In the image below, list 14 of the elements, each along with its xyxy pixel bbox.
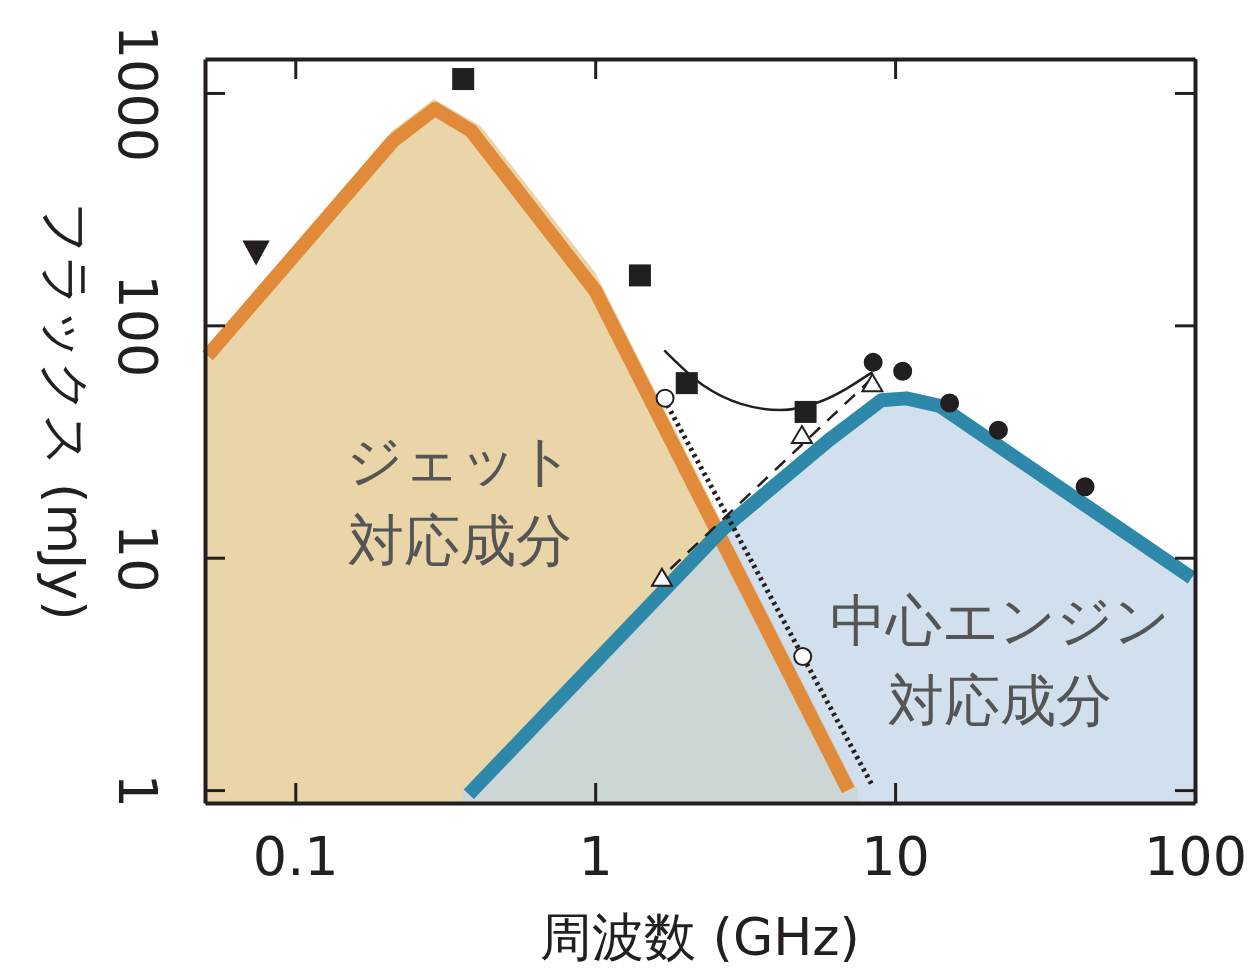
- x-tick-label: 10: [861, 825, 930, 889]
- annotation: 対応成分: [888, 667, 1112, 733]
- x-tick-label: 1: [578, 825, 613, 889]
- annotation: 中心エンジン: [830, 587, 1170, 653]
- y-axis-title: フラックス (mJy): [36, 201, 96, 621]
- x-axis-title: 周波数 (GHz): [540, 907, 860, 967]
- y-tick-label: 100: [105, 274, 169, 378]
- y-tick-label: 1000: [105, 24, 169, 163]
- x-tick-label: 100: [1143, 825, 1248, 889]
- annotation: 対応成分: [348, 507, 572, 573]
- y-tick-label: 1: [105, 773, 169, 808]
- y-tick-label: 10: [105, 523, 169, 593]
- annotation: ジェット: [346, 427, 574, 493]
- x-tick-label: 0.1: [252, 825, 339, 889]
